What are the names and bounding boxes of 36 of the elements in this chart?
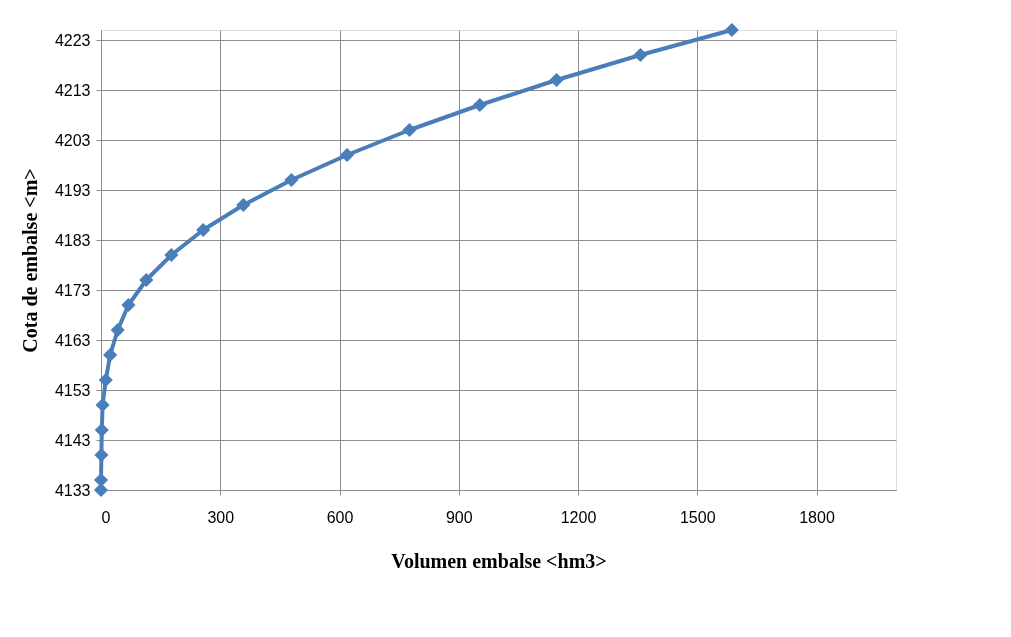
point: [472, 97, 487, 113]
point: [121, 297, 136, 313]
point: [139, 272, 154, 288]
x-axis-title: Volumen embalse <hm3>: [391, 549, 607, 572]
y-tick-label: 4203: [54, 131, 91, 149]
y-axis-title: Cota de embalse <m>: [18, 168, 41, 353]
point: [284, 172, 299, 188]
point: [633, 47, 648, 63]
point: [724, 22, 739, 38]
point: [549, 72, 564, 88]
point: [196, 222, 211, 238]
point: [95, 397, 110, 413]
y-tick-label: 4163: [54, 331, 91, 349]
point: [110, 322, 125, 338]
y-tick-label: 4213: [54, 81, 91, 99]
y-tick-label: 4223: [54, 31, 91, 49]
point: [103, 347, 118, 363]
y-tick-label: 4143: [54, 431, 91, 449]
point: [94, 447, 109, 463]
x-tick-label: 600: [326, 508, 354, 526]
point: [402, 122, 417, 138]
point: [339, 147, 355, 163]
y-tick-label: 4133: [54, 481, 91, 499]
x-tick-label: 0: [101, 508, 111, 526]
x-tick-label: 1500: [679, 508, 716, 526]
y-tick-label: 4183: [54, 231, 91, 249]
point: [236, 197, 251, 213]
x-tick-label: 1800: [799, 508, 835, 526]
point: [98, 372, 113, 388]
y-tick-label: 4193: [54, 181, 91, 199]
y-tick-label: 4173: [54, 281, 91, 299]
x-tick-label: 900: [445, 508, 473, 526]
x-tick-label: 300: [207, 508, 235, 526]
point: [164, 247, 179, 263]
x-tick-label: 1200: [560, 508, 597, 526]
y-tick-label: 4153: [54, 381, 91, 399]
